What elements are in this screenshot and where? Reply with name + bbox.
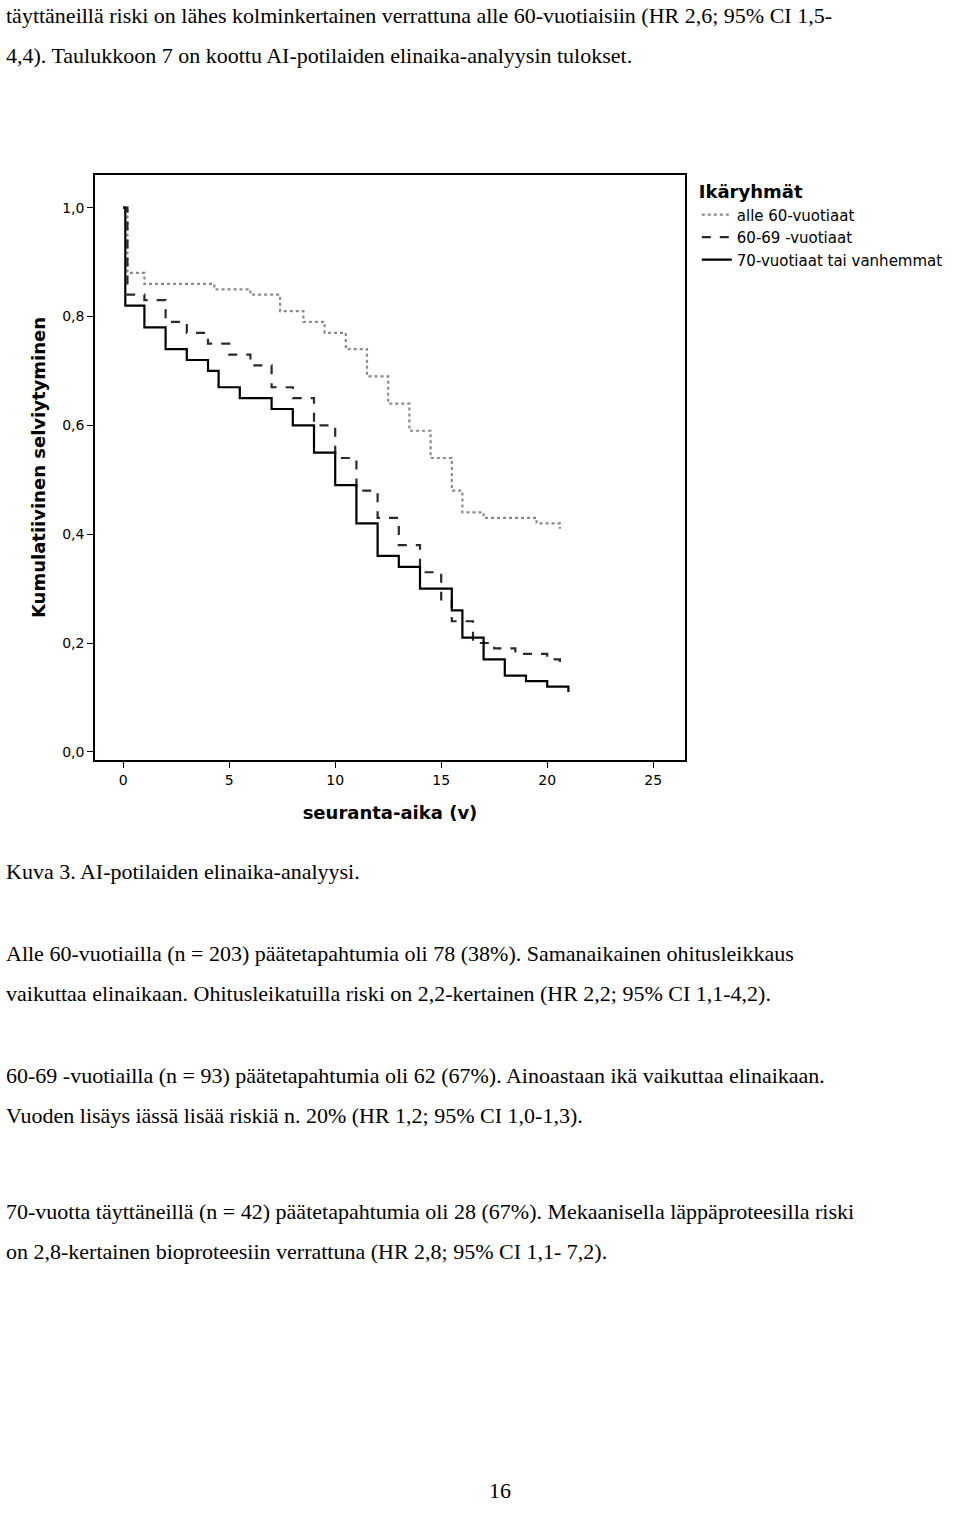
html-text:on 2,8-kertainen bioproteesiin: on 2,8-kertainen bioproteesiin verrattun… — [6, 1239, 608, 1264]
svg-text:0,6: 0,6 — [62, 417, 84, 433]
svg-text:5: 5 — [225, 772, 234, 788]
svg-text:0,8: 0,8 — [62, 308, 84, 324]
svg-text:20: 20 — [538, 772, 556, 788]
html-text:täyttäneillä riski on lähes ko: täyttäneillä riski on lähes kolminkertai… — [6, 3, 832, 28]
svg-text:0,0: 0,0 — [62, 744, 84, 760]
svg-text:Ikäryhmät: Ikäryhmät — [699, 181, 803, 202]
html-text:16: 16 — [489, 1478, 511, 1503]
svg-text:15: 15 — [432, 772, 450, 788]
svg-text:25: 25 — [644, 772, 662, 788]
svg-text:60-69 -vuotiaat: 60-69 -vuotiaat — [737, 229, 852, 247]
svg-text:seuranta-aika (v): seuranta-aika (v) — [303, 802, 478, 823]
html-text:4,4). Taulukkoon 7 on koottu A: 4,4). Taulukkoon 7 on koottu AI-potilaid… — [6, 43, 633, 68]
svg-text:0: 0 — [119, 772, 128, 788]
svg-text:Kumulatiivinen selviytyminen: Kumulatiivinen selviytyminen — [28, 317, 49, 618]
html-text:70-vuotta täyttäneillä (n = 42: 70-vuotta täyttäneillä (n = 42) päätetap… — [6, 1199, 855, 1224]
svg-text:alle 60-vuotiaat: alle 60-vuotiaat — [737, 207, 855, 225]
html-text:vaikuttaa elinaikaan. Ohitusle: vaikuttaa elinaikaan. Ohitusleikatuilla … — [6, 981, 771, 1006]
svg-text:70-vuotiaat tai vanhemmat: 70-vuotiaat tai vanhemmat — [737, 252, 942, 270]
html-text:Alle 60-vuotiailla (n = 203) p: Alle 60-vuotiailla (n = 203) päätetapaht… — [6, 941, 794, 966]
svg-text:10: 10 — [326, 772, 344, 788]
html-text:Kuva 3. AI-potilaiden elinaika: Kuva 3. AI-potilaiden elinaika-analyysi. — [6, 859, 360, 884]
html-text:Vuoden lisäys iässä lisää risk: Vuoden lisäys iässä lisää riskiä n. 20% … — [6, 1103, 583, 1128]
svg-text:1,0: 1,0 — [62, 200, 84, 216]
html-text:60-69 -vuotiailla (n = 93) pää: 60-69 -vuotiailla (n = 93) päätetapahtum… — [6, 1063, 825, 1088]
svg-text:0,4: 0,4 — [62, 526, 84, 542]
svg-text:0,2: 0,2 — [62, 635, 84, 651]
